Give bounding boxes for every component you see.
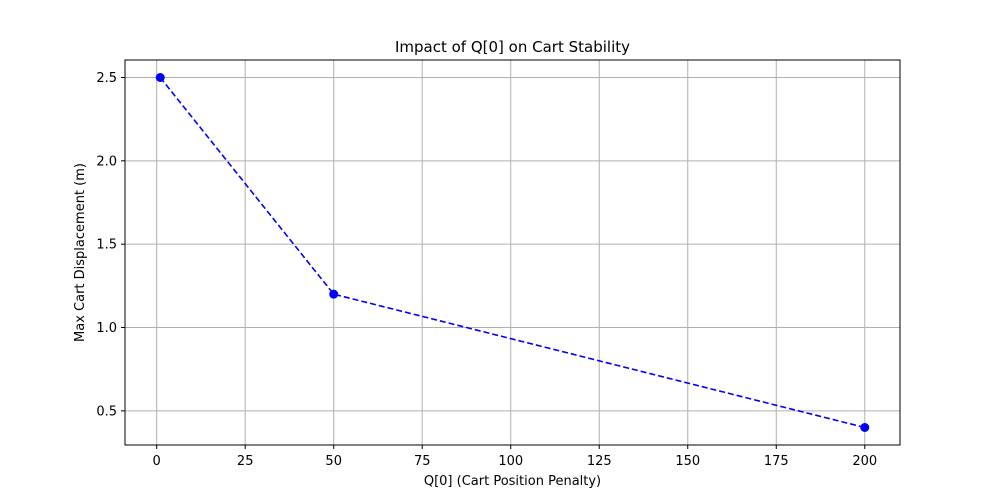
x-axis-label: Q[0] (Cart Position Penalty) [424, 474, 601, 489]
x-tick-label: 100 [498, 454, 523, 469]
y-axis-label: Max Cart Displacement (m) [73, 163, 88, 342]
data-point [155, 73, 165, 82]
data-point [329, 289, 339, 299]
chart-title: Impact of Q[0] on Cart Stability [395, 38, 630, 56]
x-tick-label: 75 [414, 454, 431, 469]
series-layer [155, 73, 870, 432]
x-tick-label: 0 [153, 454, 161, 469]
y-axis-ticks: 0.5 1.0 1.5 2.0 2.5 [96, 71, 125, 419]
grid [125, 60, 900, 445]
y-tick-label: 0.5 [96, 404, 117, 419]
plot-frame [124, 59, 901, 446]
y-tick-label: 1.5 [96, 238, 117, 253]
y-tick-label: 2.5 [96, 71, 117, 86]
x-tick-label: 50 [325, 454, 342, 469]
x-tick-label: 25 [237, 454, 254, 469]
x-tick-label: 175 [764, 454, 789, 469]
series-line [159, 76, 865, 429]
data-point [860, 423, 870, 432]
y-tick-label: 2.0 [96, 154, 117, 169]
x-tick-label: 125 [587, 454, 612, 469]
x-axis-ticks: 0 25 50 75 100 125 150 175 200 [153, 445, 877, 469]
x-tick-label: 200 [852, 454, 877, 469]
x-tick-label: 150 [675, 454, 700, 469]
y-tick-label: 1.0 [96, 321, 117, 336]
